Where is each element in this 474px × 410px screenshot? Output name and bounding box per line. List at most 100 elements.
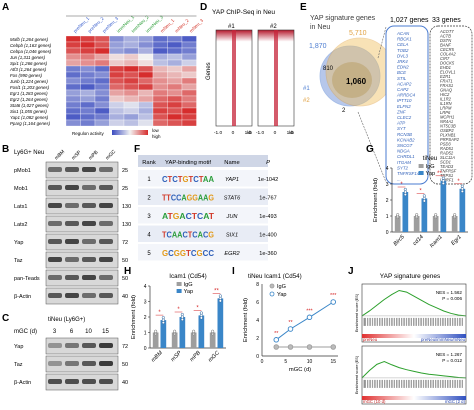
- gene-right-item: PLXNB1: [440, 133, 456, 138]
- heatmap-row-label: Cebpb (1,163 genes): [10, 43, 52, 48]
- legend-label-yap: Yap: [426, 171, 436, 177]
- chart-sig: **: [437, 171, 442, 177]
- heatmap-cell: [181, 65, 197, 73]
- motif-name: EGR2: [224, 251, 240, 257]
- heatmap-cell: [80, 107, 96, 115]
- heatmap-cell: [80, 59, 96, 67]
- gene-list-left: ACANRBCK1CELATOB2DVL3JRK4EDN2BCESTILACAP…: [396, 31, 420, 182]
- chart-sig: **: [274, 331, 279, 337]
- blot-b-band: [48, 257, 62, 262]
- heatmap-row-label: Fos (990 genes): [10, 73, 43, 78]
- heatmap-cell: [109, 65, 125, 73]
- heatmap-cell: [167, 113, 183, 121]
- heatmap-legend-high: high: [152, 134, 161, 139]
- chart-dot-yap: [460, 189, 464, 193]
- motif-name: STAT6: [224, 196, 241, 202]
- motif-name: JUN: [226, 214, 239, 220]
- legend-swatch-yap: [418, 171, 424, 175]
- gene-left-item: NDGA: [397, 149, 410, 154]
- chart-series-point: [330, 344, 337, 350]
- blot-c-band: [65, 379, 79, 384]
- legend-marker-yap: [269, 291, 275, 297]
- chart-category: mGC: [207, 350, 221, 364]
- heatmap-cell: [65, 101, 81, 109]
- heatmap-cell: [65, 113, 81, 121]
- heatmap-cell: [65, 65, 81, 73]
- panel-letter-g: G: [366, 144, 374, 155]
- chart-sig: *: [400, 182, 403, 188]
- chip-x-ticks: -1.0 0 1.0kb -1.0 0 1.0kb: [214, 130, 295, 136]
- heatmap-cell: [167, 65, 183, 73]
- panel-letter-i: I: [232, 266, 235, 277]
- heatmap-cell: [109, 89, 125, 97]
- gene-list-left-box: [385, 25, 429, 185]
- chart-category: mSP: [170, 350, 183, 363]
- heatmap-cell: [94, 107, 110, 115]
- gsea-right-label: preNeu/immNeu/mNeu: [421, 337, 466, 342]
- blot-c-kda: 50: [122, 362, 128, 368]
- blot-b-kda: 50: [122, 258, 128, 264]
- legend-label-yap: Yap: [277, 292, 287, 298]
- gene-right-item: CECR5: [440, 47, 455, 52]
- heatmap-cell: [80, 65, 96, 73]
- heatmap-cell: [94, 35, 110, 43]
- heatmap-cell: [152, 95, 168, 103]
- gsea-es-curve: [361, 289, 467, 317]
- chart-dot-yap: [460, 184, 464, 188]
- blot-b-band: [65, 167, 79, 172]
- heatmap-cell: [94, 59, 110, 67]
- gene-right-item: EHD1: [440, 65, 451, 70]
- chip-x-tick: 0: [232, 130, 235, 136]
- chart-dot-yap: [180, 315, 184, 319]
- blot-b-kda: 72: [122, 240, 128, 246]
- legend-label-yap: Yap: [184, 289, 194, 295]
- heatmap-cell: [65, 59, 81, 67]
- blot-b-band: [82, 257, 96, 262]
- heatmap-row-label: Egr2 (1,264 genes): [10, 97, 48, 102]
- motif-header-cell: YAP-binding motif: [165, 160, 211, 166]
- gene-right-item: LRP6: [440, 110, 451, 115]
- gsea-es-curve: [361, 360, 467, 379]
- chart-series-point: [273, 337, 280, 343]
- heatmap-cell: [94, 83, 110, 91]
- heatmap-cell: [123, 107, 139, 115]
- legend-swatch-yap: [176, 289, 182, 293]
- chart-bar-yap: [217, 298, 224, 348]
- venn-count-5710: 5,710: [349, 30, 367, 37]
- heatmap-cell: [167, 59, 183, 67]
- blot-c-band: [82, 379, 96, 384]
- blot-c-col-label: 6: [70, 329, 74, 335]
- chip-x-unit: kb: [289, 130, 294, 136]
- heatmap-cell: [65, 83, 81, 91]
- chart-y-tick-label: 2: [256, 336, 259, 342]
- heatmap-cell: [109, 101, 125, 109]
- chart-series-point: [330, 299, 337, 305]
- chart-bar-igg: [190, 332, 197, 348]
- blot-b-row-label: β-Actin: [14, 294, 31, 300]
- chart-series-line: [275, 301, 334, 341]
- gene-list-right-header: 33 genes: [432, 17, 461, 24]
- blot-c-band: [99, 343, 113, 348]
- chart-title: tiNeu Icam1 (Cd54): [248, 273, 302, 280]
- blot-b-band: [99, 221, 113, 226]
- blot-b-col-label: mPB: [88, 149, 100, 161]
- heatmap-cell: [138, 47, 154, 55]
- gene-right-item: BANF: [440, 43, 451, 48]
- gsea-p: P = 0.012: [442, 358, 462, 363]
- chip-x-tick: -1.0: [256, 130, 265, 136]
- chart-category: mPB: [189, 350, 202, 363]
- chart-ylabel: Enrichment (fold): [373, 178, 379, 222]
- blot-b-band: [99, 293, 113, 298]
- heatmap-cell: [152, 47, 168, 55]
- chart-y-tick-label: 3: [144, 300, 147, 306]
- gene-right-item: CIR7: [440, 56, 450, 61]
- heatmap-cell: [152, 107, 168, 115]
- gene-right-item: IL1RN: [440, 101, 452, 106]
- gene-left-item: IPTT10: [397, 98, 412, 103]
- chart-title: tiNeu: [423, 155, 438, 162]
- heatmap-cell: [138, 101, 154, 109]
- gsea-rank-bar: [362, 334, 466, 338]
- chart-title: YAP signature genes: [380, 273, 441, 280]
- gene-left-item: CLEC2: [397, 115, 412, 120]
